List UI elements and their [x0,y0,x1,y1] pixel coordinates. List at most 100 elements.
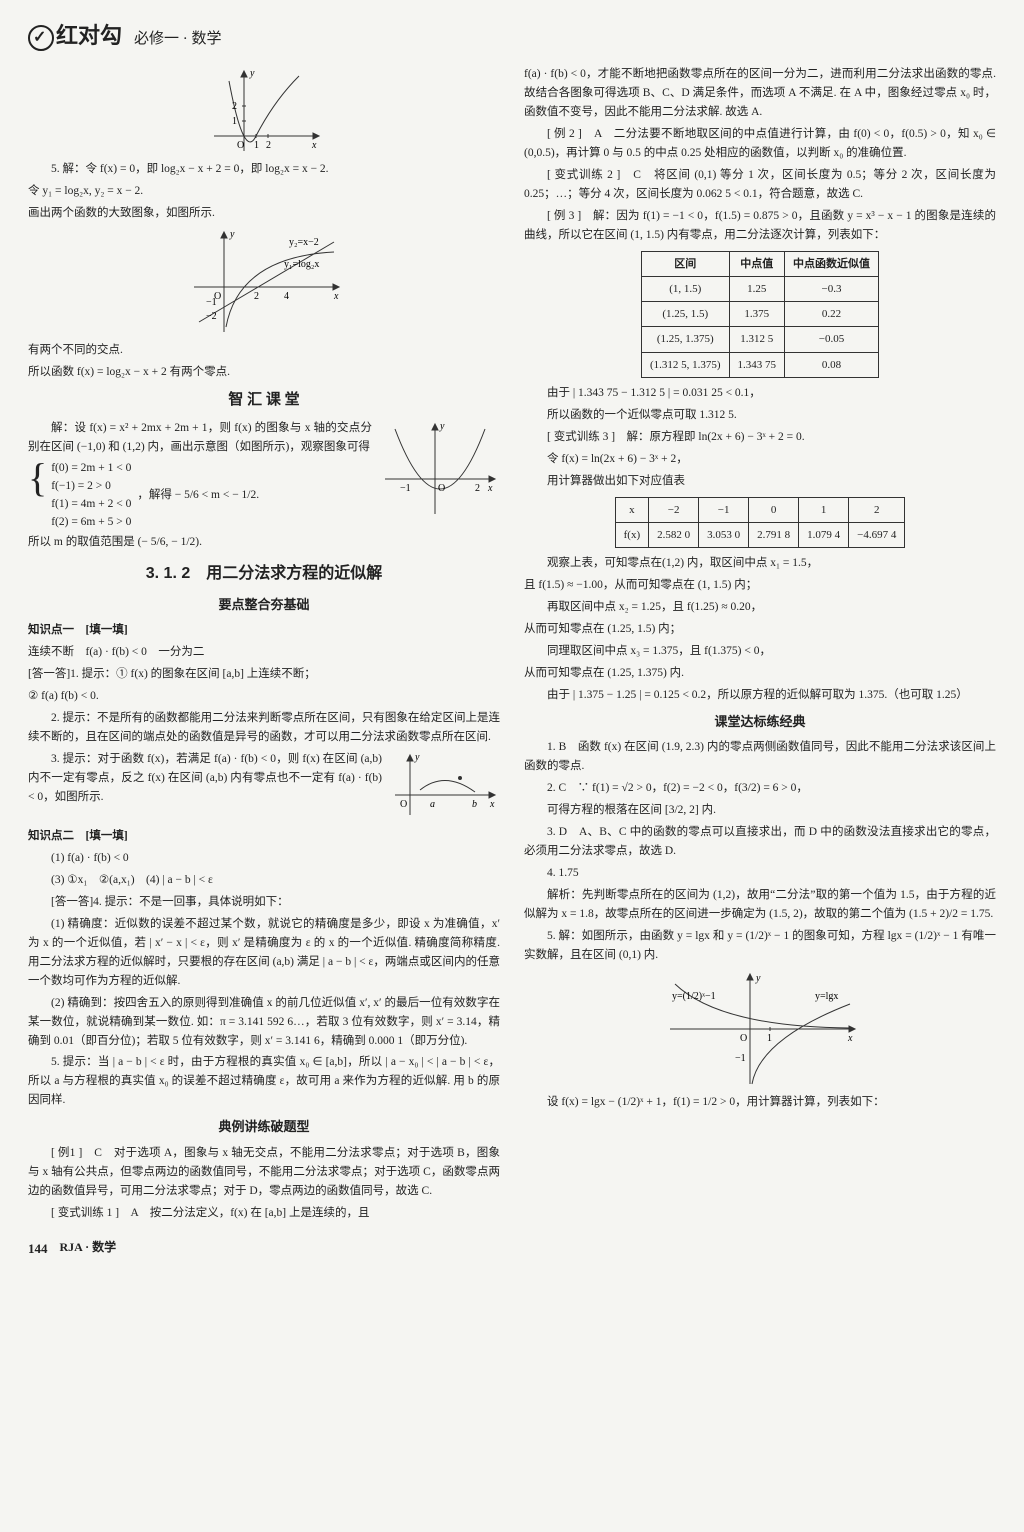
kz2-p4: 5. 提示：当 | a − b | < ε 时，由于方程根的真实值 x₀ ∈ [… [28,1053,500,1110]
graph-ab-dot: O a b x y [390,750,500,820]
q1: 1. B 函数 f(x) 在区间 (1.9, 2.3) 内的零点两侧函数值同号，… [524,738,996,776]
ex1: [ 例1 ] C 对于选项 A，图象与 x 轴无交点，不能用二分法求零点；对于选… [28,1144,500,1201]
t2r0c1: 2.582 0 [649,522,699,547]
bs3j: 由于 | 1.375 − 1.25 | = 0.125 < 0.2，所以原方程的… [524,686,996,705]
t2h5: 2 [849,497,905,522]
origin-label: O [237,140,244,151]
t1h0: 区间 [641,252,729,277]
g5l: y=(1/2)ˣ−1 [672,991,716,1002]
sol5-line5: 所以函数 f(x) = log₂x − x + 2 有两个零点. [28,363,500,382]
t2r0c3: 2.791 8 [749,522,799,547]
sol5-line1: 5. 解：令 f(x) = 0，即 log₂x − x + 2 = 0，即 lo… [28,160,500,179]
q4b: 解析：先判断零点所在的区间为 (1,2)，故用“二分法”取的第一个值为 1.5，… [524,886,996,924]
q4: 4. 1.75 [524,864,996,883]
t2h0: x [615,497,649,522]
section-312: 3. 1. 2 用二分法求方程的近似解 [28,561,500,587]
r-p1: f(a) · f(b) < 0，才能不断地把函数零点所在的区间一分为二，进而利用… [524,65,996,122]
t1r1c1: 1.375 [729,302,785,327]
t2h1: −2 [649,497,699,522]
ex2: [ 例 2 ] A 二分法要不断地取区间的中点值进行计算，由 f(0) < 0，… [524,125,996,163]
bisection-table-1: 区间 中点值 中点函数近似值 (1, 1.5)1.25−0.3 (1.25, 1… [641,251,879,378]
t2r0c0: f(x) [615,522,649,547]
q5: 5. 解：如图所示，由函数 y = lgx 和 y = (1/2)ˣ − 1 的… [524,927,996,965]
kz2-title: 知识点二 [填一填] [28,830,128,842]
t2h2: −1 [699,497,749,522]
bs3i: 从而可知零点在 (1.25, 1.375) 内. [524,664,996,683]
value-table-2: x −2 −1 0 1 2 f(x) 2.582 0 3.053 0 2.791… [615,497,906,548]
graph-log-line: O 2 4 −1 −2 y₂=x−2 y₁=log₂x x y [184,227,344,337]
bs3g: 从而可知零点在 (1.25, 1.5) 内； [524,620,996,639]
t1r0c1: 1.25 [729,277,785,302]
t1r1c0: (1.25, 1.5) [641,302,729,327]
kz2-l2: (3) ①x₁ ②(a,x₁) (4) | a − b | < ε [28,871,500,890]
brace-l2: f(−1) = 2 > 0 [51,478,131,494]
bs3e: 且 f(1.5) ≈ −1.00，从而可知零点在 (1, 1.5) 内； [524,576,996,595]
brand-checkmark-icon [28,25,54,51]
svg-text:y: y [249,68,255,79]
bs3c: 用计算器做出如下对应值表 [524,472,996,491]
zhihui-title: 智 汇 课 堂 [28,388,500,413]
footer-tag: RJA · 数学 [60,1238,117,1259]
bs2: [ 变式训练 2 ] C 将区间 (0,1) 等分 1 次，区间长度为 0.5；… [524,166,996,204]
header-subtitle: 必修一 · 数学 [134,27,222,52]
kz2-p2: (1) 精确度：近似数的误差不超过某个数，就说它的精确度是多少，即设 x 为准确… [28,915,500,991]
q2b: 可得方程的根落在区间 [3/2, 2] 内. [524,801,996,820]
t2r0c2: 3.053 0 [699,522,749,547]
ytick-1: 1 [232,116,237,127]
svg-text:x: x [847,1033,853,1044]
kz1-title: 知识点一 [填一填] [28,624,128,636]
two-column-layout: O 1 2 2 1 x y 5. 解：令 f(x) = 0，即 log₂x − … [28,62,996,1225]
dljl-title: 典例讲练破题型 [28,1116,500,1137]
left-brace-icon: { [28,460,47,530]
g3o: O [438,483,445,494]
yn2: −2 [206,311,217,322]
svg-text:y: y [414,752,420,763]
t1h2: 中点函数近似值 [785,252,879,277]
t1r2c2: −0.05 [785,327,879,352]
t1r3c2: 0.08 [785,352,879,377]
kz1-p1: 连续不断 f(a) · f(b) < 0 一分为二 [28,643,500,662]
page-footer: 144 RJA · 数学 [28,1238,996,1259]
ktdb-title: 课堂达标练经典 [524,711,996,732]
svg-text:x: x [487,483,493,494]
left-column: O 1 2 2 1 x y 5. 解：令 f(x) = 0，即 log₂x − … [28,62,500,1225]
graph-lg-half: O 1 −1 y=(1/2)ˣ−1 y=lgx x y [660,969,860,1089]
svg-text:y: y [229,229,235,240]
t1h1: 中点值 [729,252,785,277]
q3: 3. D A、B、C 中的函数的零点可以直接求出，而 D 中的函数没法直接求出它… [524,823,996,861]
g5x1: 1 [767,1033,772,1044]
xtick-2: 2 [266,140,271,151]
t2r0c5: −4.697 4 [849,522,905,547]
g5o: O [740,1033,747,1044]
bs3f: 再取区间中点 x₂ = 1.25，且 f(1.25) ≈ 0.20， [524,598,996,617]
svg-text:y: y [755,973,761,984]
svg-text:y: y [439,421,445,432]
g5yn1: −1 [735,1053,746,1064]
q2: 2. C ∵ f(1) = √2 > 0，f(2) = −2 < 0，f(3/2… [524,779,996,798]
t1r0c0: (1, 1.5) [641,277,729,302]
t1r3c1: 1.343 75 [729,352,785,377]
t1r3c0: (1.312 5, 1.375) [641,352,729,377]
x4: 4 [284,291,289,302]
bs3b: 令 f(x) = ln(2x + 6) − 3ˣ + 2， [524,450,996,469]
t1r1c2: 0.22 [785,302,879,327]
t2r0c4: 1.079 4 [799,522,849,547]
bs3h: 同理取区间中点 x₃ = 1.375，且 f(1.375) < 0， [524,642,996,661]
sol5-line2: 令 y₁ = log₂x, y₂ = x − 2. [28,182,500,201]
g5r: y=lgx [815,991,838,1002]
t2h4: 1 [799,497,849,522]
kz2-l1: (1) f(a) · f(b) < 0 [28,849,500,868]
t1r2c0: (1.25, 1.375) [641,327,729,352]
x2: 2 [254,291,259,302]
x2: 2 [475,483,480,494]
brace-l3: f(1) = 4m + 2 < 0 [51,496,131,512]
ytick-2: 2 [232,101,237,112]
t2h3: 0 [749,497,799,522]
kz2-p1: [答一答]4. 提示：不是一回事，具体说明如下： [28,893,500,912]
brace-l4: f(2) = 6m + 5 > 0 [51,514,131,530]
ex3c: 所以函数的一个近似零点可取 1.312 5. [524,406,996,425]
y1-label: y₁=log₂x [284,259,319,270]
sol5-line4: 有两个不同的交点. [28,341,500,360]
xtick-1: 1 [254,140,259,151]
g4b: b [472,799,477,810]
